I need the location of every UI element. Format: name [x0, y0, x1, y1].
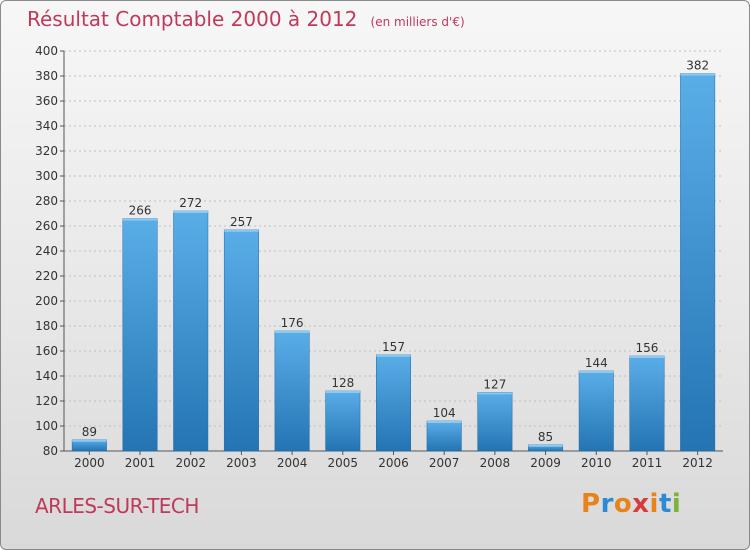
data-label-2001: 266 — [129, 204, 152, 218]
bar-2011 — [629, 355, 665, 452]
bar-highlight — [629, 356, 665, 358]
data-label-2012: 382 — [686, 59, 709, 73]
data-label-2006: 157 — [382, 340, 405, 354]
bar-highlight — [325, 391, 361, 393]
data-label-2010: 144 — [585, 356, 608, 370]
x-tick-label-2009: 2009 — [530, 456, 561, 470]
y-tick-label: 260 — [35, 219, 58, 233]
data-label-2005: 128 — [331, 376, 354, 390]
bar-2001 — [122, 218, 158, 452]
y-tick-label: 240 — [35, 244, 58, 258]
data-label-2008: 127 — [483, 377, 506, 391]
bar-highlight — [426, 421, 462, 423]
data-label-2002: 272 — [179, 196, 202, 210]
logo-letter: r — [600, 489, 614, 519]
bar-highlight — [173, 211, 208, 213]
y-tick-label: 80 — [43, 444, 58, 458]
proxiti-logo: Proxiti — [581, 489, 681, 519]
x-tick-label-2010: 2010 — [581, 456, 612, 470]
y-tick-label: 280 — [35, 194, 58, 208]
y-tick-label: 380 — [35, 69, 58, 83]
title-row: Résultat Comptable 2000 à 2012 (en milli… — [27, 7, 465, 31]
logo-letter: i — [649, 489, 659, 519]
bar-2007 — [426, 420, 462, 452]
bar-2006 — [376, 354, 411, 452]
x-tick-label-2012: 2012 — [682, 456, 713, 470]
y-tick-label: 120 — [35, 394, 58, 408]
bar-2002 — [173, 210, 209, 452]
y-tick-label: 140 — [35, 369, 58, 383]
y-tick-label: 400 — [35, 44, 58, 58]
bar-highlight — [376, 354, 411, 357]
bar-highlight — [579, 371, 614, 373]
logo-letter: t — [658, 489, 672, 519]
y-tick-label: 100 — [35, 419, 58, 433]
bar-2003 — [223, 229, 259, 452]
y-tick-label: 220 — [35, 269, 58, 283]
bar-highlight — [274, 331, 310, 333]
bar-2010 — [578, 370, 614, 452]
bar-highlight — [528, 444, 563, 447]
x-tick-label-2003: 2003 — [226, 456, 257, 470]
x-tick-label-2007: 2007 — [429, 456, 460, 470]
x-tick-label-2001: 2001 — [125, 456, 156, 470]
bar-highlight — [72, 439, 107, 442]
bar-highlight — [477, 392, 513, 395]
y-tick-label: 300 — [35, 169, 58, 183]
bar-highlight — [122, 218, 158, 221]
data-label-2009: 85 — [538, 430, 553, 444]
y-tick-label: 340 — [35, 119, 58, 133]
logo-letter: i — [671, 489, 682, 519]
data-label-2007: 104 — [433, 406, 456, 420]
bar-2005 — [325, 390, 361, 452]
bar-2012 — [680, 73, 716, 452]
x-tick-label-2004: 2004 — [277, 456, 308, 470]
logo-letter: P — [581, 489, 601, 519]
bar-2008 — [477, 392, 513, 452]
y-tick-label: 180 — [35, 319, 58, 333]
logo-letter: o — [613, 489, 633, 519]
chart-subtitle: (en milliers d'€) — [370, 15, 465, 29]
x-tick-label-2008: 2008 — [480, 456, 511, 470]
data-label-2003: 257 — [230, 215, 253, 229]
x-tick-label-2002: 2002 — [175, 456, 206, 470]
x-tick-label-2006: 2006 — [378, 456, 409, 470]
chart-title: Résultat Comptable 2000 à 2012 — [27, 7, 358, 31]
x-tick-label-2011: 2011 — [632, 456, 663, 470]
bar-highlight — [680, 73, 715, 76]
bar-2004 — [274, 330, 310, 452]
y-tick-label: 320 — [35, 144, 58, 158]
y-tick-label: 200 — [35, 294, 58, 308]
logo-letter: x — [632, 489, 650, 519]
y-tick-label: 360 — [35, 94, 58, 108]
x-tick-label-2005: 2005 — [328, 456, 359, 470]
data-label-2004: 176 — [281, 316, 304, 330]
data-label-2000: 89 — [82, 425, 97, 439]
location-name: ARLES-SUR-TECH — [35, 494, 199, 518]
data-label-2011: 156 — [636, 341, 659, 355]
bar-highlight — [224, 229, 259, 232]
x-tick-label-2000: 2000 — [74, 456, 105, 470]
y-tick-label: 160 — [35, 344, 58, 358]
